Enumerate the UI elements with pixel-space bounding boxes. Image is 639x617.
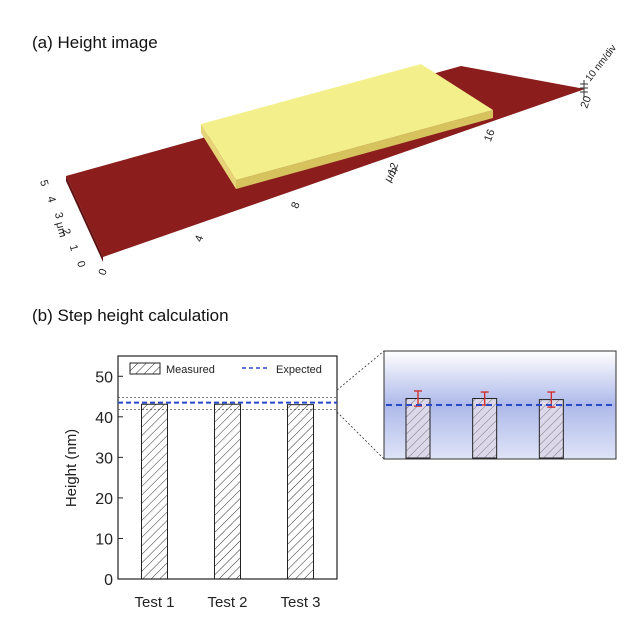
y-tick-label: 0 [74,260,87,269]
y-tick-label: 5 [37,179,50,188]
y-tick-label: 10 [95,531,113,548]
z-scale-label: 10 nm/div [584,43,619,84]
x-tick-label: 12 [386,161,401,177]
legend: Measured Expected [129,362,322,376]
x-tick-labels: 0 4 8 12 16 20 [97,94,594,277]
x-tick-label: Test 3 [280,594,320,611]
x-tick-label: 16 [482,128,497,144]
bar [141,403,168,580]
y-tick-label: 3 [52,211,65,220]
y-tick-label: 4 [45,195,58,204]
panel-b-title: (b) Step height calculation [32,306,229,325]
y-axis-unit: μm [53,221,69,239]
x-tick-label: 20 [579,94,594,110]
y-tick-label: 30 [95,450,113,467]
step-side [201,124,236,189]
x-tick-label: Test 1 [134,594,174,611]
x-tick-label: Test 2 [207,594,247,611]
step-front [236,110,493,189]
legend-swatch-measured [129,362,161,375]
bars [141,403,314,580]
x-axis-labels: Test 1 Test 2 Test 3 [134,594,320,611]
inset-bar-hatch [406,398,430,458]
x-tick-label: 4 [193,234,206,244]
y-tick-label: 0 [104,572,113,589]
y-tick-labels: 0 1 2 3 4 5 [37,179,87,269]
zoom-connector-bottom [336,411,385,460]
step-height-chart: 0 10 20 30 40 50 Test 1 Test 2 Test 3 Height (n… [63,350,617,611]
x-tick-label: 8 [289,200,302,210]
y-tick-label: 40 [95,410,113,427]
inset-bar-hatch [539,399,564,458]
x-tick-label: 0 [97,267,110,277]
legend-label-expected: Expected [276,364,322,376]
zoom-connector-top [336,350,385,391]
y-tick-label: 2 [59,227,72,236]
y-axis-ticks: 0 10 20 30 40 50 [95,369,123,589]
y-tick-label: 50 [95,369,113,386]
y-axis-label: Height (nm) [63,429,80,507]
bar [287,404,314,580]
zoom-inset [383,350,617,460]
step-top [201,64,493,180]
substrate-edge [66,176,103,262]
inset-bars [405,390,564,459]
panel-a-title: (a) Height image [32,33,158,52]
y-tick-label: 1 [67,243,80,252]
inset-bar-hatch [472,398,497,458]
y-tick-label: 20 [95,491,113,508]
legend-label-measured: Measured [166,364,215,376]
bar [214,403,241,580]
